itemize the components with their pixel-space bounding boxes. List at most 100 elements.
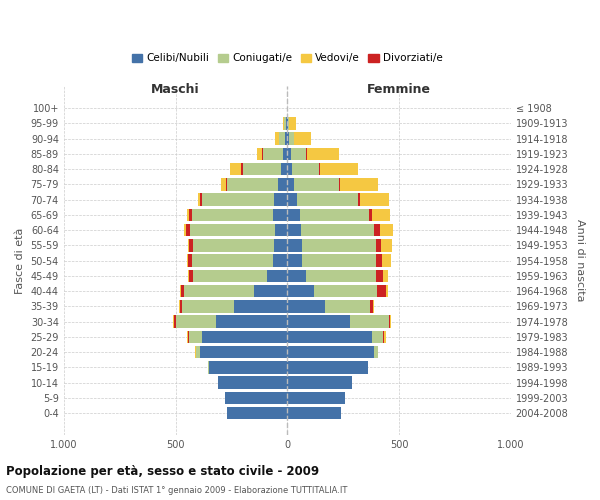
Bar: [184, 224, 185, 236]
Bar: [200, 194, 202, 206]
Bar: [189, 270, 193, 282]
Bar: [187, 330, 188, 343]
Bar: [192, 254, 273, 267]
Bar: [221, 178, 226, 190]
Legend: Celibi/Nubili, Coniugati/e, Vedovi/e, Divorziati/e: Celibi/Nubili, Coniugati/e, Vedovi/e, Di…: [128, 50, 447, 68]
Bar: [298, 194, 358, 206]
Bar: [281, 163, 287, 175]
Bar: [273, 254, 287, 267]
Bar: [193, 270, 267, 282]
Bar: [293, 132, 311, 145]
Bar: [180, 285, 181, 298]
Bar: [202, 330, 287, 343]
Bar: [193, 239, 274, 252]
Bar: [350, 316, 389, 328]
Bar: [306, 270, 376, 282]
Bar: [283, 148, 287, 160]
Bar: [372, 208, 390, 221]
Bar: [301, 224, 374, 236]
Bar: [189, 208, 192, 221]
Bar: [287, 407, 341, 420]
Bar: [376, 254, 382, 267]
Bar: [383, 270, 388, 282]
Bar: [218, 376, 287, 389]
Bar: [383, 330, 385, 343]
Text: Femmine: Femmine: [367, 83, 431, 96]
Bar: [208, 361, 209, 374]
Bar: [302, 239, 376, 252]
Bar: [360, 194, 389, 206]
Bar: [230, 163, 241, 175]
Bar: [185, 224, 190, 236]
Bar: [279, 132, 286, 145]
Bar: [233, 300, 287, 312]
Bar: [302, 254, 376, 267]
Bar: [287, 117, 289, 130]
Bar: [262, 148, 263, 160]
Bar: [181, 285, 184, 298]
Bar: [385, 330, 386, 343]
Y-axis label: Anni di nascita: Anni di nascita: [575, 220, 585, 302]
Bar: [287, 194, 298, 206]
Bar: [196, 346, 200, 358]
Bar: [340, 178, 378, 190]
Bar: [287, 239, 302, 252]
Bar: [307, 148, 338, 160]
Bar: [358, 194, 360, 206]
Bar: [377, 285, 386, 298]
Bar: [187, 208, 189, 221]
Bar: [299, 208, 369, 221]
Bar: [314, 285, 377, 298]
Bar: [180, 300, 182, 312]
Bar: [263, 148, 283, 160]
Bar: [242, 163, 281, 175]
Y-axis label: Fasce di età: Fasce di età: [15, 228, 25, 294]
Bar: [200, 346, 287, 358]
Bar: [188, 270, 189, 282]
Bar: [380, 224, 394, 236]
Bar: [287, 224, 301, 236]
Bar: [287, 300, 325, 312]
Bar: [381, 239, 392, 252]
Bar: [179, 300, 180, 312]
Bar: [319, 163, 320, 175]
Bar: [287, 254, 302, 267]
Bar: [287, 163, 292, 175]
Bar: [287, 285, 314, 298]
Bar: [198, 194, 200, 206]
Bar: [320, 163, 358, 175]
Bar: [188, 239, 189, 252]
Bar: [226, 178, 227, 190]
Bar: [278, 178, 287, 190]
Bar: [382, 254, 391, 267]
Bar: [376, 270, 383, 282]
Bar: [184, 285, 254, 298]
Bar: [182, 300, 233, 312]
Bar: [338, 178, 340, 190]
Bar: [284, 117, 286, 130]
Bar: [241, 163, 242, 175]
Bar: [287, 316, 350, 328]
Bar: [286, 132, 287, 145]
Bar: [287, 178, 294, 190]
Bar: [390, 316, 391, 328]
Bar: [194, 346, 196, 358]
Bar: [176, 316, 216, 328]
Bar: [273, 208, 287, 221]
Bar: [287, 208, 299, 221]
Bar: [188, 330, 189, 343]
Bar: [287, 346, 374, 358]
Bar: [289, 117, 296, 130]
Bar: [374, 224, 380, 236]
Bar: [286, 117, 287, 130]
Bar: [373, 300, 374, 312]
Bar: [190, 224, 275, 236]
Bar: [376, 239, 381, 252]
Text: Popolazione per età, sesso e stato civile - 2009: Popolazione per età, sesso e stato civil…: [6, 464, 319, 477]
Bar: [275, 132, 279, 145]
Bar: [369, 208, 372, 221]
Bar: [227, 407, 287, 420]
Bar: [374, 346, 378, 358]
Bar: [292, 163, 319, 175]
Bar: [175, 316, 176, 328]
